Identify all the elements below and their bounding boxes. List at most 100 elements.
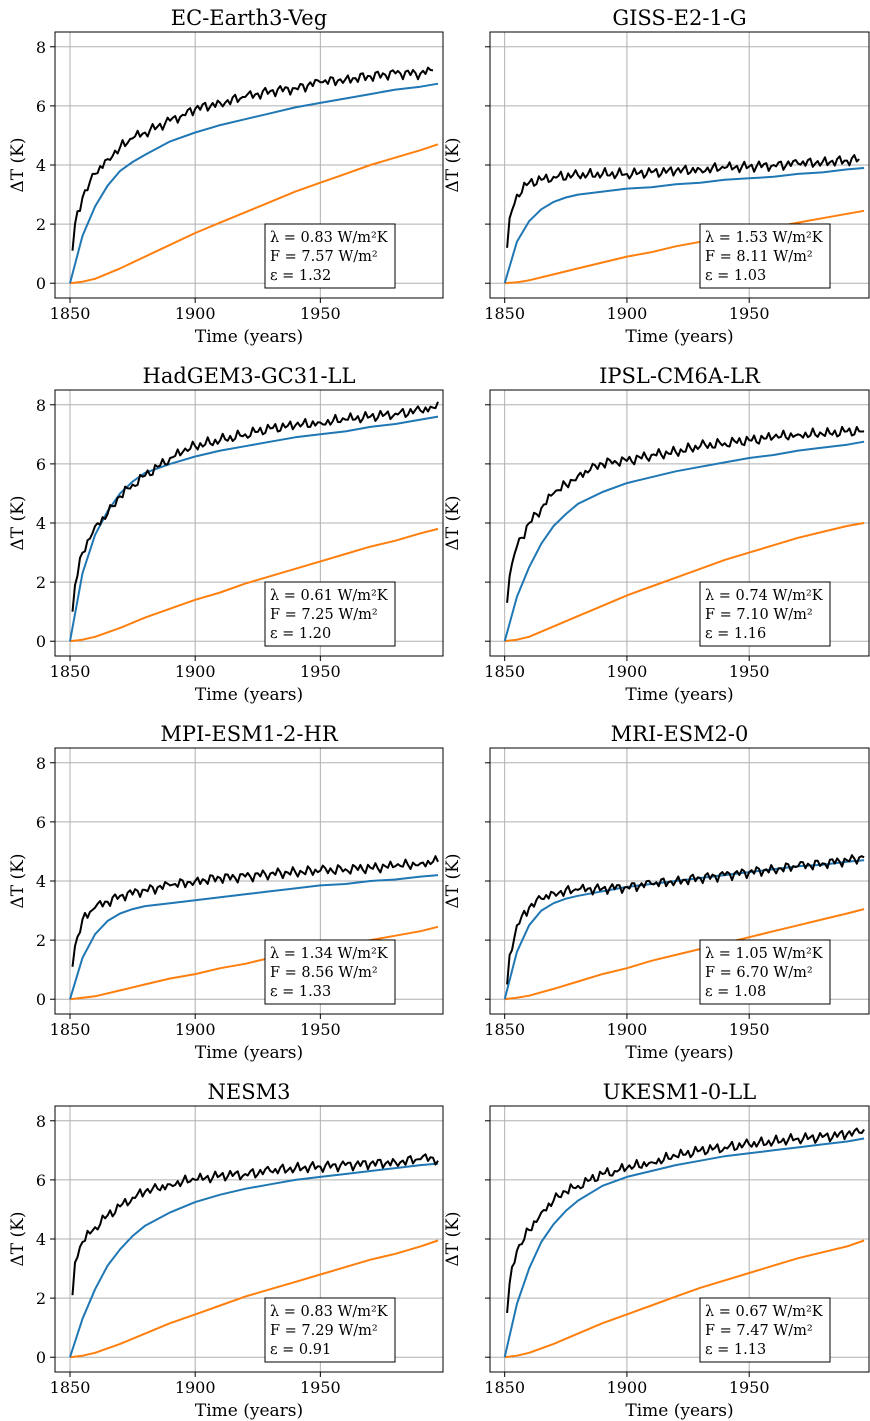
x-tick-label: 1850 <box>484 1020 525 1039</box>
y-tick-label: 4 <box>36 872 46 891</box>
parameter-box: λ = 0.67 W/m²K F = 7.47 W/m² ε = 1.13 <box>699 1297 831 1363</box>
subplot-title: IPSL-CM6A-LR <box>599 364 761 388</box>
y-tick-label: 0 <box>36 632 46 651</box>
x-tick-label: 1900 <box>175 1020 216 1039</box>
forcing-text: F = 7.29 W/m² <box>270 1323 378 1339</box>
x-tick-label: 1950 <box>729 1020 770 1039</box>
forcing-text: F = 7.10 W/m² <box>705 607 813 623</box>
slow-response-line <box>69 1239 439 1359</box>
y-tick-label: 0 <box>36 274 46 293</box>
subplot-title: HadGEM3-GC31-LL <box>143 364 356 388</box>
parameter-box-frame <box>264 223 396 289</box>
slow-response-line <box>504 1239 865 1359</box>
x-tick-label: 1900 <box>607 662 648 681</box>
subplot-5: 1850 1900 1950 0 2 4 6 8 MPI-ESM1-2-HR Time (year… <box>8 722 444 1063</box>
parameter-box: λ = 1.53 W/m²K F = 8.11 W/m² ε = 1.03 <box>699 223 831 289</box>
x-tick-label: 1850 <box>50 1020 91 1039</box>
y-axis-label: ΔT (K) <box>8 854 28 909</box>
y-tick-label: 0 <box>36 990 46 1009</box>
forcing-text: F = 7.47 W/m² <box>705 1323 813 1339</box>
epsilon-text: ε = 1.08 <box>705 984 766 1000</box>
y-axis-label: ΔT (K) <box>8 138 28 193</box>
forcing-text: F = 6.70 W/m² <box>705 965 813 981</box>
lambda-text: λ = 1.53 W/m²K <box>705 230 824 246</box>
lambda-text: λ = 0.83 W/m²K <box>270 1304 389 1320</box>
slow-response-line <box>69 527 439 643</box>
epsilon-text: ε = 1.32 <box>270 268 331 284</box>
forcing-text: F = 8.56 W/m² <box>270 965 378 981</box>
lambda-text: λ = 0.83 W/m²K <box>270 230 389 246</box>
model-temperature-line <box>506 425 865 603</box>
subplot-title: NESM3 <box>208 1080 291 1104</box>
x-tick-label: 1950 <box>300 304 341 323</box>
subplot-3: 1850 1900 1950 0 2 4 6 8 HadGEM3-GC31-LL Time (ye… <box>8 364 444 705</box>
x-tick-label: 1950 <box>300 1378 341 1397</box>
x-tick-label: 1950 <box>729 1378 770 1397</box>
fast-response-line <box>503 440 865 642</box>
y-axis-label: ΔT (K) <box>443 1212 463 1267</box>
y-tick-label: 0 <box>36 1348 46 1367</box>
x-axis-label: Time (years) <box>195 1401 303 1421</box>
model-temperature-line <box>506 854 865 985</box>
lambda-text: λ = 0.74 W/m²K <box>705 588 824 604</box>
parameter-box: λ = 0.61 W/m²K F = 7.25 W/m² ε = 1.20 <box>264 581 396 647</box>
lambda-text: λ = 1.05 W/m²K <box>705 946 824 962</box>
slow-response-line <box>69 925 439 1001</box>
x-axis-label: Time (years) <box>625 1401 733 1421</box>
model-temperature-line <box>71 1153 439 1296</box>
x-tick-label: 1850 <box>50 304 91 323</box>
parameter-box-frame <box>699 581 831 647</box>
model-temperature-line <box>71 66 434 251</box>
forcing-text: F = 7.25 W/m² <box>270 607 378 623</box>
subplot-4: 1850 1900 1950 IPSL-CM6A-LR Time (years) ΔT (… <box>443 364 870 705</box>
parameter-box: λ = 0.74 W/m²K F = 7.10 W/m² ε = 1.16 <box>699 581 831 647</box>
x-tick-label: 1950 <box>729 662 770 681</box>
y-tick-label: 6 <box>36 1171 46 1190</box>
subplot-title: GISS-E2-1-G <box>612 6 746 30</box>
lambda-text: λ = 0.67 W/m²K <box>705 1304 824 1320</box>
fast-response-line <box>69 874 439 1000</box>
parameter-box-frame <box>264 1297 396 1363</box>
x-axis-label: Time (years) <box>195 327 303 347</box>
model-temperature-line <box>71 401 439 612</box>
y-tick-label: 4 <box>36 1230 46 1249</box>
x-tick-label: 1950 <box>300 662 341 681</box>
subplot-7: 1850 1900 1950 0 2 4 6 8 NESM3 Time (years) ΔT (K)… <box>8 1080 444 1421</box>
slow-response-line <box>504 908 865 1001</box>
fast-response-line <box>503 1137 865 1358</box>
y-axis-label: ΔT (K) <box>8 496 28 551</box>
parameter-box: λ = 1.34 W/m²K F = 8.56 W/m² ε = 1.33 <box>264 939 396 1005</box>
lambda-text: λ = 0.61 W/m²K <box>270 588 389 604</box>
y-tick-label: 8 <box>36 396 46 415</box>
x-axis-label: Time (years) <box>625 685 733 705</box>
x-tick-label: 1900 <box>607 1020 648 1039</box>
subplot-title: UKESM1-0-LL <box>603 1080 756 1104</box>
epsilon-text: ε = 1.13 <box>705 1342 766 1358</box>
x-tick-label: 1900 <box>175 662 216 681</box>
model-temperature-line <box>71 855 439 967</box>
subplot-8: 1850 1900 1950 UKESM1-0-LL Time (years) ΔT (K… <box>443 1080 870 1421</box>
x-tick-label: 1850 <box>484 662 525 681</box>
parameter-box: λ = 0.83 W/m²K F = 7.57 W/m² ε = 1.32 <box>264 223 396 289</box>
subplot-title: MPI-ESM1-2-HR <box>160 722 338 746</box>
x-axis-label: Time (years) <box>195 1043 303 1063</box>
y-tick-label: 2 <box>36 215 46 234</box>
y-tick-label: 6 <box>36 813 46 832</box>
y-axis-label: ΔT (K) <box>443 496 463 551</box>
y-tick-label: 8 <box>36 754 46 773</box>
parameter-box: λ = 0.83 W/m²K F = 7.29 W/m² ε = 0.91 <box>264 1297 396 1363</box>
x-axis-label: Time (years) <box>625 327 733 347</box>
forcing-text: F = 7.57 W/m² <box>270 249 378 265</box>
parameter-box-frame <box>264 939 396 1005</box>
x-tick-label: 1900 <box>175 1378 216 1397</box>
x-tick-label: 1850 <box>484 304 525 323</box>
fast-response-line <box>503 167 865 284</box>
y-tick-label: 2 <box>36 573 46 592</box>
fast-response-line <box>69 82 439 284</box>
epsilon-text: ε = 1.33 <box>270 984 331 1000</box>
parameter-box-frame <box>699 939 831 1005</box>
x-tick-label: 1950 <box>300 1020 341 1039</box>
epsilon-text: ε = 1.20 <box>270 626 331 642</box>
parameter-box-frame <box>699 223 831 289</box>
parameter-box-frame <box>264 581 396 647</box>
